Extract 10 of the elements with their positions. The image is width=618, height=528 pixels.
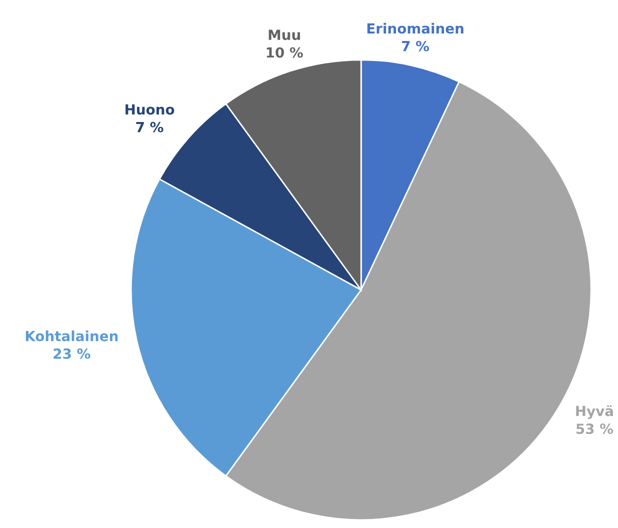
data-label: 7 % — [402, 40, 430, 52]
slice-label: Huono — [126, 104, 174, 115]
slice-label: Hyvä — [576, 405, 613, 420]
data-label: 7 % — [136, 122, 164, 132]
slice-label: Erinomainen — [367, 22, 464, 34]
data-label: 23 % — [54, 348, 90, 359]
slice-label: Kohtalainen — [26, 330, 118, 342]
data-label: 10 % — [266, 47, 303, 58]
data-label: 53 % — [576, 424, 614, 434]
slice-label: Muu — [268, 30, 300, 40]
